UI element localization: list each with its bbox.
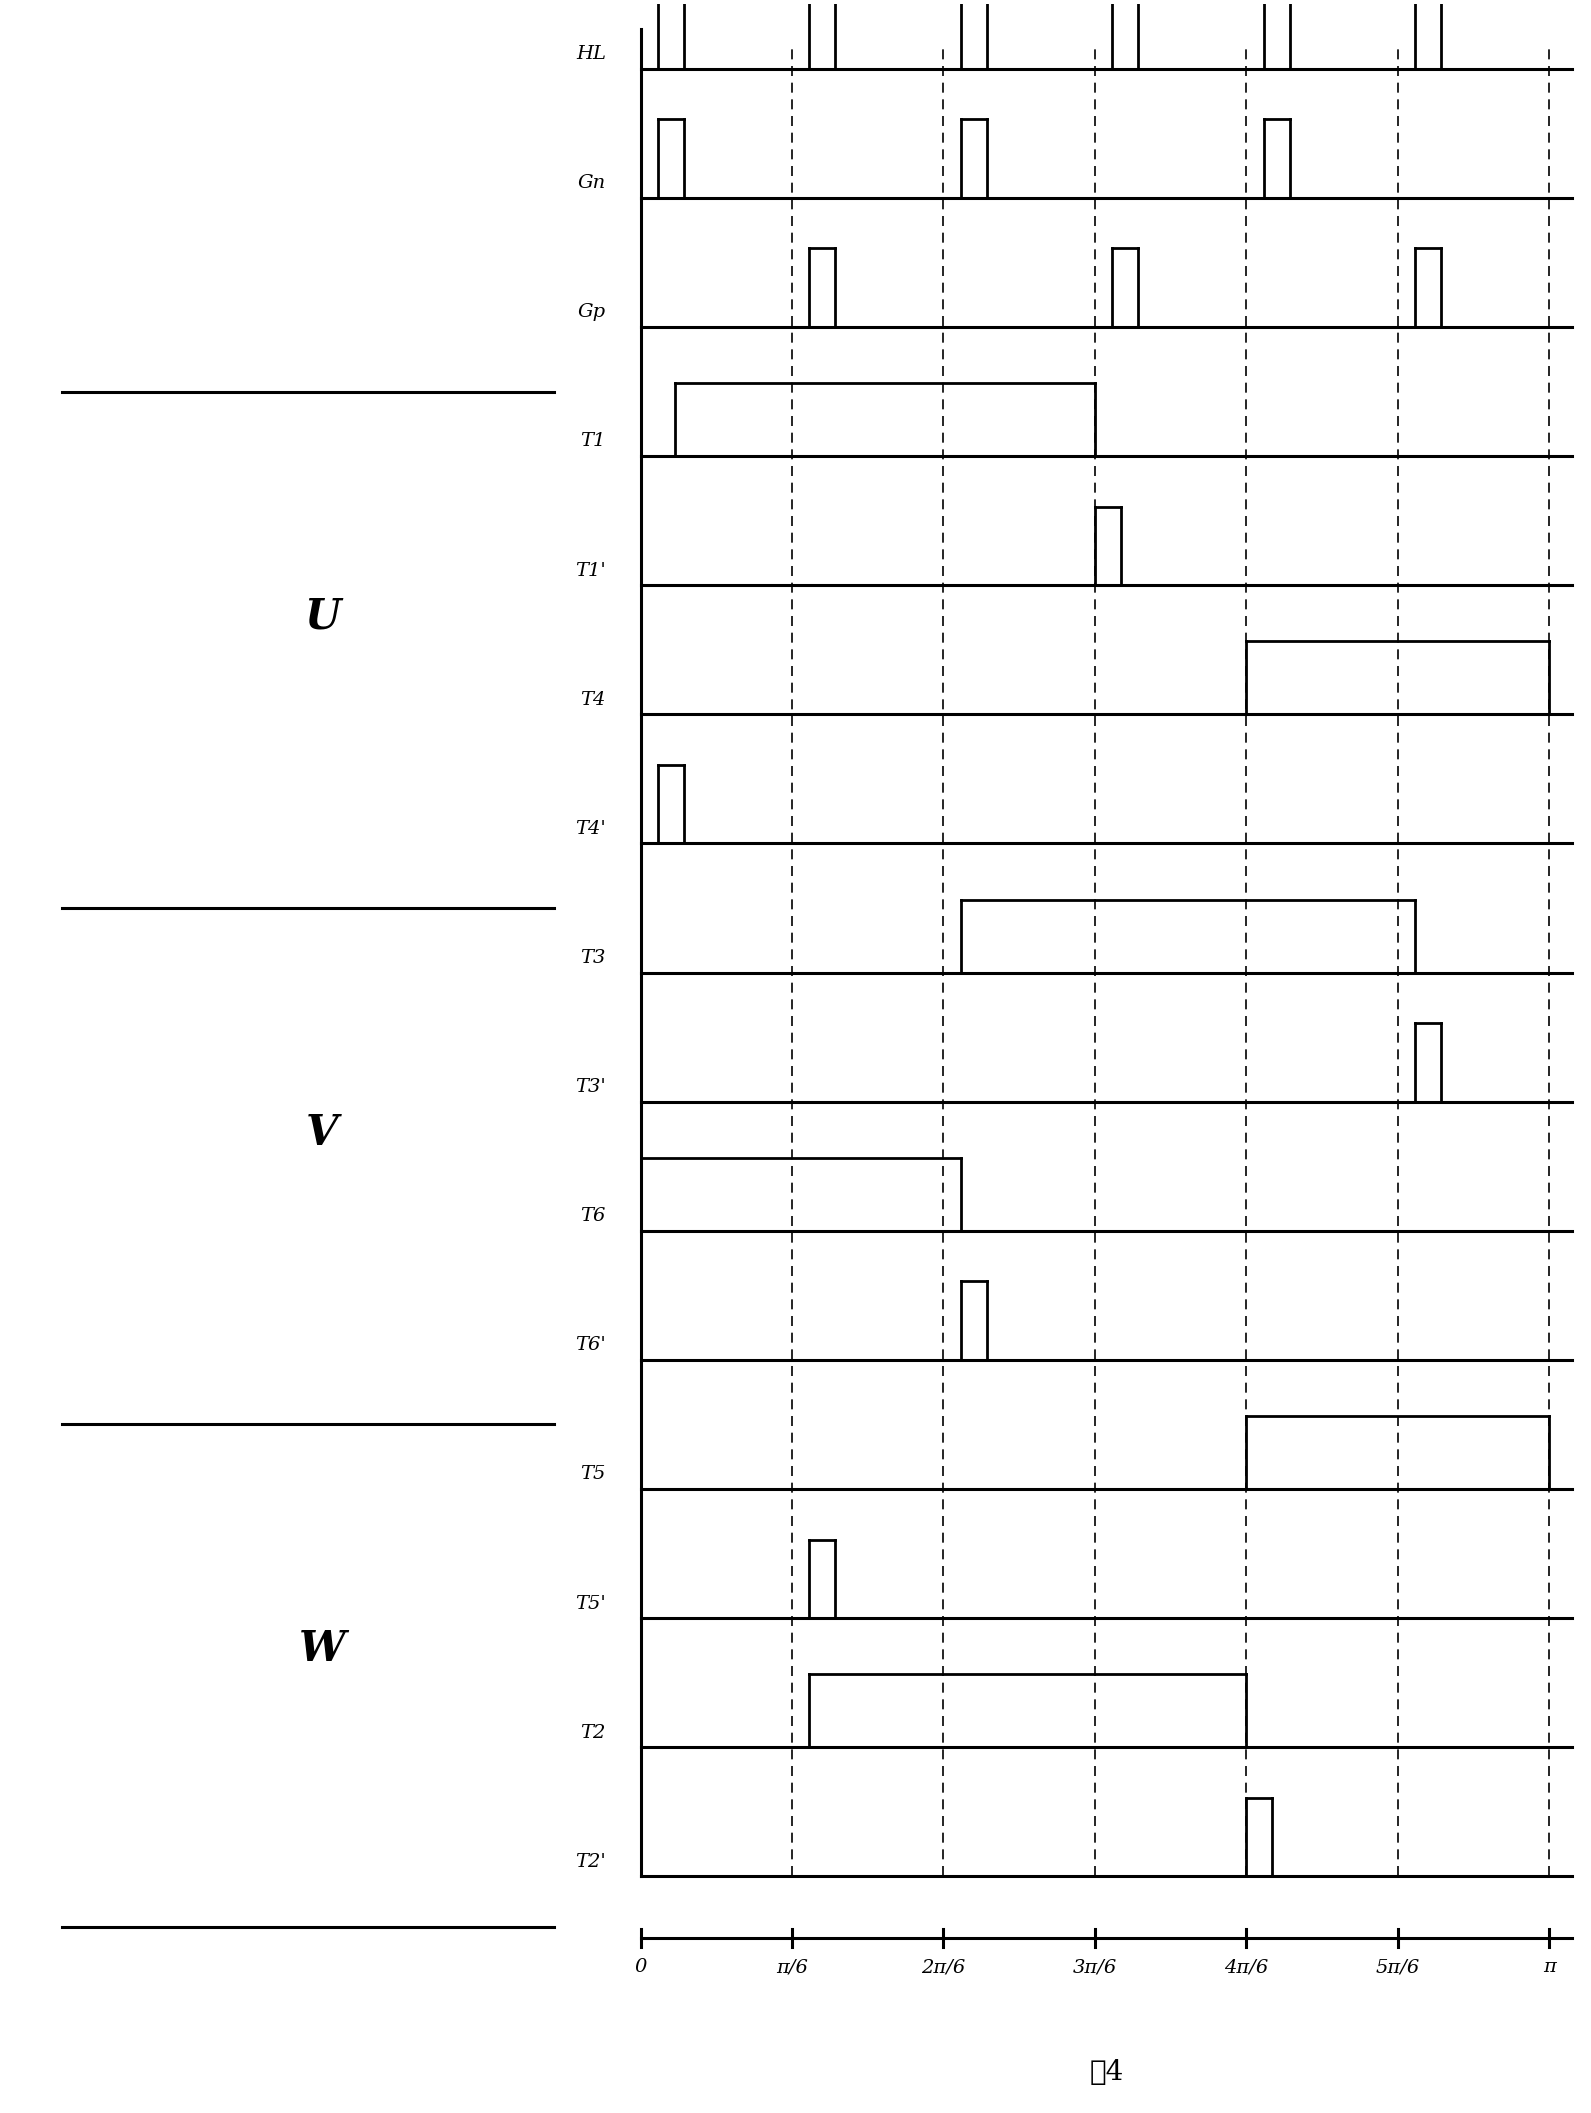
Text: T6': T6' (574, 1335, 606, 1354)
Text: Gn: Gn (578, 173, 606, 192)
Text: T4': T4' (574, 820, 606, 839)
Text: Gp: Gp (578, 304, 606, 321)
Text: 2π/6: 2π/6 (921, 1959, 966, 1976)
Text: T2: T2 (581, 1724, 606, 1741)
Text: 0: 0 (635, 1959, 646, 1976)
Text: π: π (1543, 1959, 1556, 1976)
Text: T3': T3' (574, 1078, 606, 1097)
Text: 图4: 图4 (1090, 2060, 1123, 2086)
Text: 3π/6: 3π/6 (1072, 1959, 1117, 1976)
Text: W: W (299, 1627, 345, 1669)
Text: T1': T1' (574, 562, 606, 579)
Text: V: V (305, 1111, 339, 1154)
Text: T5: T5 (581, 1466, 606, 1483)
Text: T2': T2' (574, 1853, 606, 1870)
Text: 4π/6: 4π/6 (1223, 1959, 1268, 1976)
Text: 5π/6: 5π/6 (1376, 1959, 1419, 1976)
Text: T5': T5' (574, 1595, 606, 1612)
Text: HL: HL (576, 44, 606, 63)
Text: T4: T4 (581, 691, 606, 708)
Text: U: U (304, 596, 340, 638)
Text: π/6: π/6 (776, 1959, 808, 1976)
Text: T1: T1 (581, 433, 606, 450)
Text: T3: T3 (581, 949, 606, 968)
Text: T6: T6 (581, 1207, 606, 1226)
